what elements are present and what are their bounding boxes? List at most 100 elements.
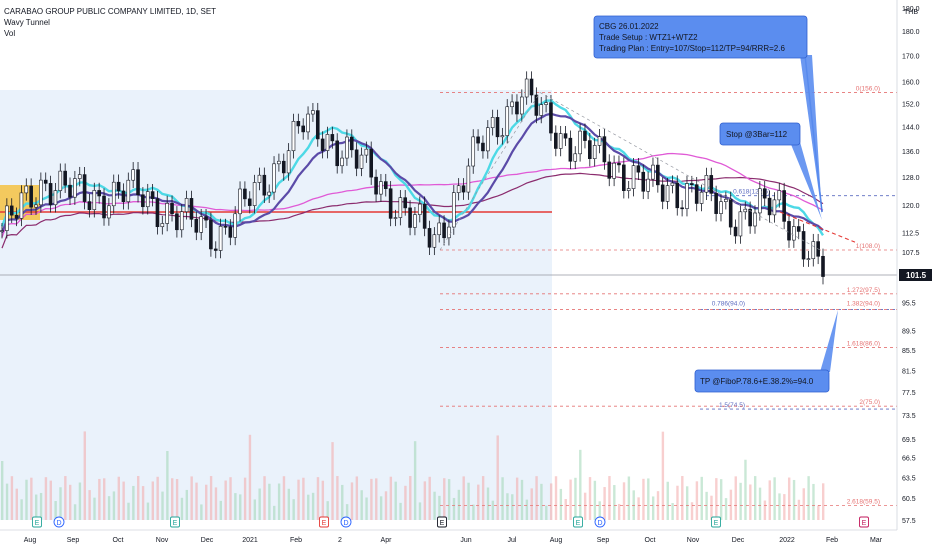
x-tick-label: Jun xyxy=(460,537,471,544)
volume-bar xyxy=(117,476,120,520)
candle xyxy=(767,190,772,223)
candle xyxy=(631,157,636,197)
candle xyxy=(758,181,762,221)
fib-level-label: 1.618(86.0) xyxy=(847,341,880,348)
volume-bar xyxy=(564,499,567,520)
y-tick-label: 170.0 xyxy=(902,54,920,61)
earnings-marker[interactable]: E xyxy=(437,516,447,528)
x-tick-label: Apr xyxy=(381,537,393,544)
svg-text:E: E xyxy=(862,520,867,527)
candle xyxy=(447,219,451,246)
svg-text:E: E xyxy=(173,520,178,527)
earnings-marker[interactable]: E xyxy=(573,516,583,528)
x-tick-label: Dec xyxy=(732,537,745,544)
volume-bar xyxy=(705,491,708,520)
y-tick-label: 107.5 xyxy=(902,250,920,257)
history-shade xyxy=(0,90,552,520)
earnings-marker[interactable]: E xyxy=(711,516,721,528)
volume-bar xyxy=(719,479,723,520)
volume-bar xyxy=(685,486,689,520)
volume-bar xyxy=(297,479,300,520)
tp-callout[interactable]: TP @FiboP.78.6+E.38.2%=94.0 xyxy=(694,310,838,393)
candle xyxy=(796,218,801,240)
volume-bar xyxy=(559,488,563,520)
x-tick-label: Feb xyxy=(826,537,838,544)
candle xyxy=(490,109,495,136)
candle xyxy=(690,175,694,193)
candle xyxy=(14,207,19,227)
candle xyxy=(432,227,437,256)
dividend-marker[interactable]: D xyxy=(53,516,65,528)
volume-bar xyxy=(103,478,106,520)
volume-bar xyxy=(311,492,315,520)
volume-bar xyxy=(360,490,363,520)
volume-bar xyxy=(326,501,329,520)
candle xyxy=(602,128,607,170)
candle xyxy=(374,169,378,202)
candle xyxy=(243,181,247,207)
fib-trend-lines xyxy=(439,92,856,251)
volume-bar xyxy=(812,483,815,520)
candle xyxy=(34,197,38,215)
setup-callout[interactable]: CBG 26.01.2022 Trade Setup : WTZ1+WTZ2 T… xyxy=(593,15,823,215)
volume-bar xyxy=(54,501,57,520)
volume-bar xyxy=(666,481,669,520)
volume-bar xyxy=(239,494,242,520)
volume-bar xyxy=(783,494,786,520)
volume-bar xyxy=(763,500,767,520)
volume-bar xyxy=(127,502,130,520)
volume-bar xyxy=(248,434,252,520)
volume-bar xyxy=(792,479,796,520)
price-axis[interactable]: THB 190.0 180.0 170.0 160.0 152.0 144.0 136.0 1… xyxy=(896,0,932,530)
candle xyxy=(252,174,257,214)
volume-bar xyxy=(394,481,397,520)
candle xyxy=(97,182,101,204)
candle xyxy=(116,174,121,199)
dividend-marker[interactable]: D xyxy=(594,516,606,528)
volume-label[interactable]: Vol xyxy=(4,29,16,38)
volume-bar xyxy=(137,476,140,520)
volume-bar xyxy=(443,478,446,520)
candle xyxy=(782,182,786,230)
symbol-title[interactable]: CARABAO GROUP PUBLIC COMPANY LIMITED, 1D… xyxy=(4,7,217,16)
candle xyxy=(388,181,393,227)
earnings-marker[interactable]: E xyxy=(170,516,180,528)
candle xyxy=(87,193,92,218)
candle xyxy=(524,71,529,105)
volume-bar xyxy=(35,494,38,520)
candle xyxy=(68,177,72,205)
candle xyxy=(213,241,218,259)
candle xyxy=(379,173,383,202)
y-tick-label: 60.5 xyxy=(902,496,916,503)
volume-bar xyxy=(292,499,295,520)
candle xyxy=(568,130,573,170)
candle xyxy=(277,153,281,172)
earnings-marker[interactable]: E xyxy=(319,516,329,528)
volume-bar xyxy=(418,502,422,520)
candle xyxy=(393,209,398,227)
candle xyxy=(539,96,544,124)
svg-text:E: E xyxy=(35,520,40,527)
indicator-label[interactable]: Wavy Tunnel xyxy=(4,18,50,27)
x-tick-label: Aug xyxy=(24,537,37,544)
volume-bar xyxy=(520,479,524,520)
volume-bar xyxy=(569,479,572,520)
candle xyxy=(48,175,53,213)
stop-callout[interactable]: Stop @3Bar=112 xyxy=(719,122,822,220)
earnings-marker[interactable]: E xyxy=(859,516,869,528)
candle xyxy=(141,187,145,215)
time-axis[interactable]: Aug Sep Oct Nov Dec 2021 Feb 2 Apr Jun Jul Aug Sep Oc… xyxy=(0,529,897,544)
chart-legend: CARABAO GROUP PUBLIC COMPANY LIMITED, 1D… xyxy=(4,6,216,39)
last-price-label: 101.5 xyxy=(906,271,927,280)
dividend-marker[interactable]: D xyxy=(340,516,352,528)
candle xyxy=(223,218,228,235)
earnings-marker[interactable]: E xyxy=(32,516,42,528)
y-tick-label: 144.0 xyxy=(902,125,920,132)
volume-bar xyxy=(268,483,271,520)
volume-bar xyxy=(501,477,504,520)
candle xyxy=(364,141,369,163)
volume-bar xyxy=(234,493,237,520)
